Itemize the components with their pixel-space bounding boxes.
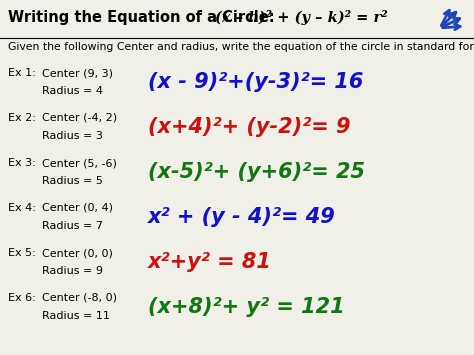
Text: Center (0, 4): Center (0, 4): [42, 203, 113, 213]
Text: Ex 6:: Ex 6:: [8, 293, 36, 303]
Text: (x+4)²+ (y-2)²= 9: (x+4)²+ (y-2)²= 9: [148, 117, 350, 137]
Text: Ex 4:: Ex 4:: [8, 203, 36, 213]
Text: Ex 3:: Ex 3:: [8, 158, 36, 168]
Text: Radius = 11: Radius = 11: [42, 311, 110, 321]
Text: Center (9, 3): Center (9, 3): [42, 68, 113, 78]
Text: (x+8)²+ y² = 121: (x+8)²+ y² = 121: [148, 297, 345, 317]
Text: Radius = 7: Radius = 7: [42, 221, 103, 231]
Text: (x – h)² + (y – k)² = r²: (x – h)² + (y – k)² = r²: [215, 10, 388, 25]
Text: Center (5, -6): Center (5, -6): [42, 158, 117, 168]
Text: (x - 9)²+(y-3)²= 16: (x - 9)²+(y-3)²= 16: [148, 72, 364, 92]
Text: Ex 1:: Ex 1:: [8, 68, 36, 78]
Text: Writing the Equation of a Circle:: Writing the Equation of a Circle:: [8, 10, 274, 25]
Text: Radius = 3: Radius = 3: [42, 131, 103, 141]
Text: x²+y² = 81: x²+y² = 81: [148, 252, 272, 272]
Text: Center (-8, 0): Center (-8, 0): [42, 293, 117, 303]
Text: Ex 2:: Ex 2:: [8, 113, 36, 123]
Text: Radius = 9: Radius = 9: [42, 266, 103, 276]
Text: Given the following Center and radius, write the equation of the circle in stand: Given the following Center and radius, w…: [8, 42, 474, 52]
Text: Ex 5:: Ex 5:: [8, 248, 36, 258]
Text: (x-5)²+ (y+6)²= 25: (x-5)²+ (y+6)²= 25: [148, 162, 365, 182]
Text: x² + (y - 4)²= 49: x² + (y - 4)²= 49: [148, 207, 336, 227]
Text: Radius = 4: Radius = 4: [42, 86, 103, 96]
Text: Center (0, 0): Center (0, 0): [42, 248, 113, 258]
Text: Radius = 5: Radius = 5: [42, 176, 103, 186]
Text: Center (-4, 2): Center (-4, 2): [42, 113, 117, 123]
